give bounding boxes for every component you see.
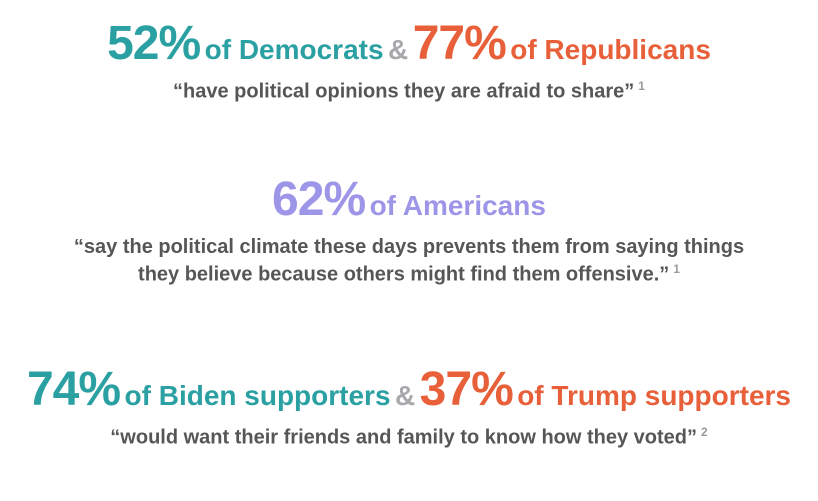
supporters-quote: “would want their friends and family to … xyxy=(0,424,818,452)
americans-headline: 62% of Americans xyxy=(0,172,818,226)
supporters-footnote-marker: 2 xyxy=(701,425,708,440)
biden-label: of Biden supporters xyxy=(124,380,391,412)
biden-percentage: 74% xyxy=(26,363,121,417)
republicans-label: of Republicans xyxy=(510,34,711,65)
party-ampersand: & xyxy=(388,34,409,65)
party-headline: 52% of Democrats & 77% of Republicans xyxy=(0,20,818,68)
americans-footnote-marker: 1 xyxy=(673,261,680,276)
trump-percentage: 37% xyxy=(419,363,514,417)
democrats-percentage: 52% xyxy=(107,17,201,70)
democrats-label: of Democrats xyxy=(204,34,384,65)
republicans-percentage: 77% xyxy=(412,17,507,70)
supporters-ampersand: & xyxy=(394,380,416,412)
stat-block-supporters: 74% of Biden supporters & 37% of Trump s… xyxy=(0,366,818,452)
party-footnote-marker: 1 xyxy=(638,79,645,93)
americans-quote: “say the political climate these days pr… xyxy=(0,234,818,289)
americans-quote-line2: they believe because others might find t… xyxy=(138,263,670,286)
americans-percentage: 62% xyxy=(272,172,366,226)
supporters-quote-text: “would want their friends and family to … xyxy=(110,426,698,449)
party-quote-text: “have political opinions they are afraid… xyxy=(173,80,635,103)
stat-block-americans: 62% of Americans “say the political clim… xyxy=(0,172,818,289)
supporters-headline: 74% of Biden supporters & 37% of Trump s… xyxy=(0,366,818,414)
americans-quote-line1: “say the political climate these days pr… xyxy=(73,235,745,258)
stat-block-party: 52% of Democrats & 77% of Republicans “h… xyxy=(0,20,818,106)
trump-label: of Trump supporters xyxy=(517,380,791,412)
americans-label: of Americans xyxy=(369,189,546,221)
party-quote: “have political opinions they are afraid… xyxy=(0,78,818,106)
